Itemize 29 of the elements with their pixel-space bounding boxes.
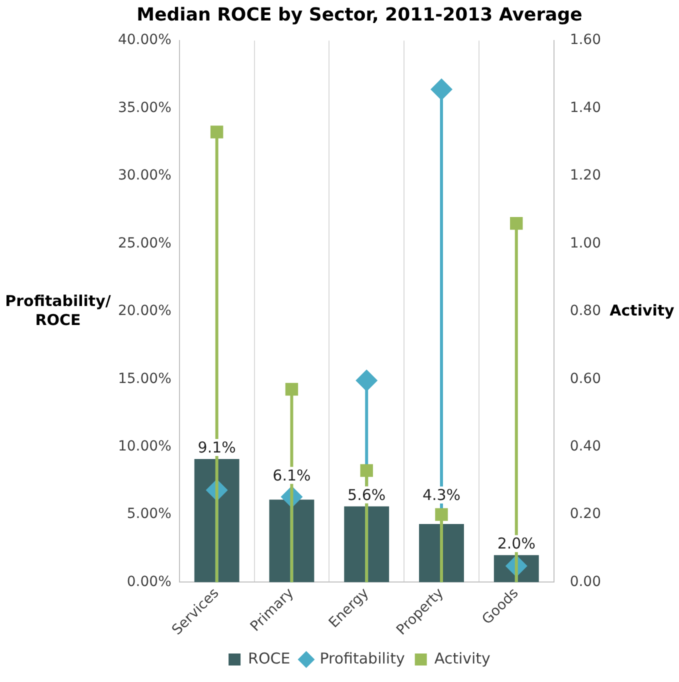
data-label: 5.6% [348, 486, 386, 504]
y-tick-label: 10.00% [118, 438, 172, 454]
y-tick-label: 40.00% [118, 32, 172, 48]
y2-tick-label: 1.60 [570, 32, 601, 48]
y-tick-label: 30.00% [118, 168, 172, 184]
y2-tick-label: 0.00 [570, 574, 601, 590]
data-label: 9.1% [198, 438, 236, 456]
y2-tick-label: 1.00 [570, 235, 601, 252]
data-label: 2.0% [497, 534, 536, 553]
data-label: 4.3% [422, 486, 461, 504]
y2-tick-label: 0.80 [570, 303, 601, 320]
legend-label: Profitability [320, 649, 405, 668]
y-axis-title: Profitability/ ROCE [5, 292, 112, 329]
y2-tick-label: 1.40 [570, 100, 601, 116]
y-tick-label: 35.00% [118, 100, 172, 116]
y-tick-label: 0.00% [126, 574, 172, 590]
y-tick-label: 15.00% [118, 370, 172, 387]
y-tick-label: 20.00% [118, 303, 172, 320]
data-label: 6.1% [272, 466, 311, 484]
y2-tick-label: 0.40 [570, 438, 601, 454]
y2-axis-title: Activity [610, 301, 675, 320]
y2-tick-label: 1.20 [570, 168, 601, 184]
y-tick-label: 5.00% [126, 506, 172, 522]
legend-label: Activity [434, 649, 491, 668]
y-tick-label: 25.00% [118, 235, 172, 252]
chart-title: Median ROCE by Sector, 2011-2013 Average [136, 4, 582, 26]
y2-tick-label: 0.60 [570, 370, 601, 387]
y2-tick-label: 0.20 [570, 506, 601, 522]
legend-label: ROCE [248, 649, 290, 668]
